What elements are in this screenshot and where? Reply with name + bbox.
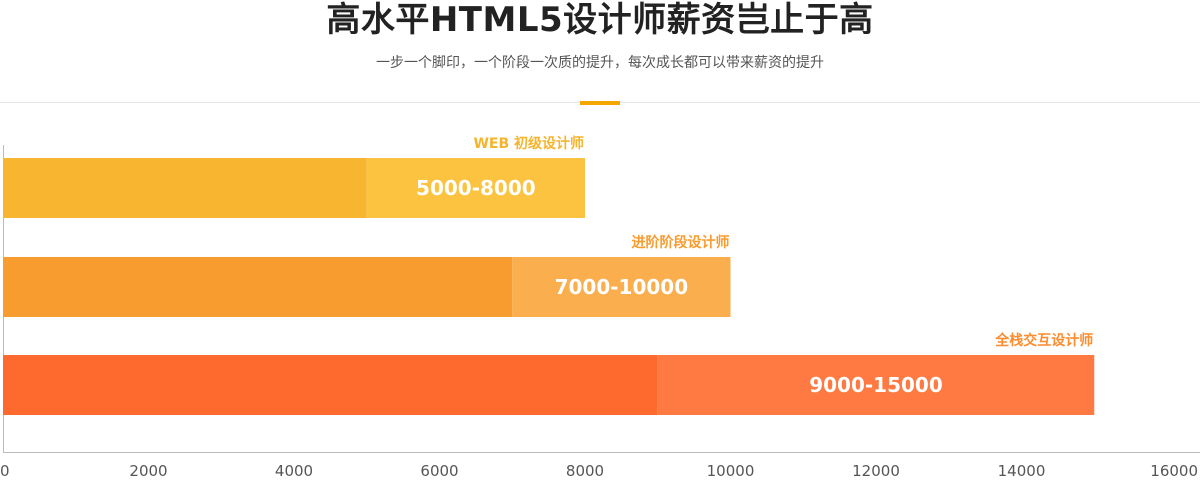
bar-range-segment bbox=[366, 158, 585, 218]
x-tick-label: 4000 bbox=[275, 462, 313, 480]
page-subtitle: 一步一个脚印，一个阶段一次质的提升，每次成长都可以带来薪资的提升 bbox=[376, 55, 824, 71]
x-tick-label: 6000 bbox=[420, 462, 458, 480]
x-tick-label: 14000 bbox=[998, 462, 1046, 480]
bar-category-label: 进阶阶段设计师 bbox=[632, 234, 730, 251]
divider-accent-bar bbox=[580, 101, 620, 105]
x-tick-label: 8000 bbox=[566, 462, 604, 480]
x-tick-label: 16000 bbox=[1150, 462, 1198, 480]
bar-base-segment bbox=[3, 257, 513, 317]
bar-range-label: 9000-15000 bbox=[809, 373, 943, 397]
x-tick-label: 10000 bbox=[707, 462, 755, 480]
bar-base-segment bbox=[3, 355, 658, 415]
x-tick-label: 12000 bbox=[852, 462, 900, 480]
x-tick-label: 2000 bbox=[129, 462, 167, 480]
x-tick-label: 0 bbox=[0, 462, 10, 480]
bar-range-label: 7000-10000 bbox=[555, 275, 689, 299]
bar-category-label: WEB 初级设计师 bbox=[473, 135, 584, 152]
x-axis-ticks: 0 2000 4000 6000 8000 10000 12000 14000 16000 bbox=[0, 462, 1198, 480]
bar-range-segment bbox=[657, 355, 1095, 415]
bar-base-segment bbox=[3, 158, 367, 218]
bars-group: WEB 初级设计师 5000-8000 进阶阶段设计师 7000-10000 全栈交互设… bbox=[3, 135, 1095, 415]
page-title: 高水平HTML5设计师薪资岂止于高 bbox=[326, 0, 874, 40]
bar-range-label: 5000-8000 bbox=[416, 176, 536, 200]
bar-category-label: 全栈交互设计师 bbox=[994, 332, 1093, 349]
bar-range-segment bbox=[512, 257, 731, 317]
